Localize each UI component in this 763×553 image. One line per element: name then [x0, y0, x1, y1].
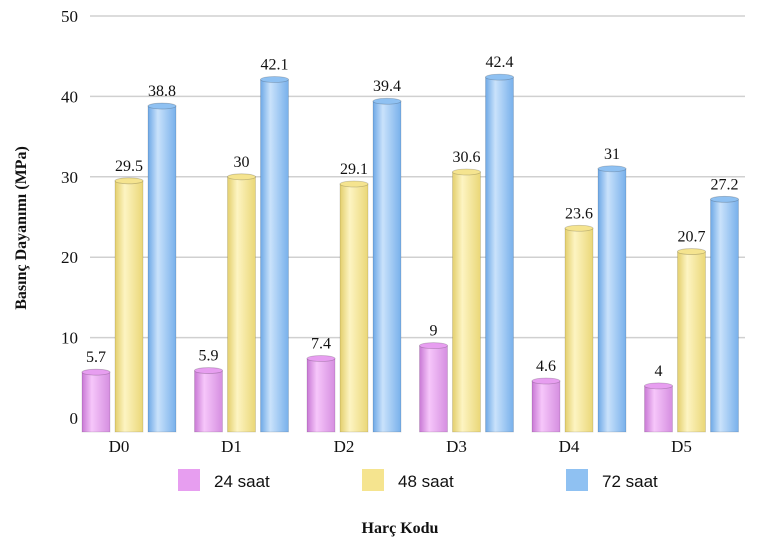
bar-d3-48-saat — [452, 168, 481, 433]
bar-d2-48-saat — [339, 180, 369, 433]
legend-swatch — [178, 469, 200, 491]
bar-d1-72-saat — [260, 76, 289, 433]
legend-swatch — [566, 469, 588, 491]
y-tick-label: 50 — [61, 7, 78, 26]
data-label: 4 — [655, 363, 663, 380]
data-label: 5.7 — [86, 349, 106, 366]
data-label: 29.1 — [340, 161, 368, 178]
y-tick-label: 10 — [61, 329, 78, 348]
legend-label: 72 saat — [602, 472, 658, 491]
data-label: 9 — [430, 323, 438, 340]
data-label: 42.1 — [261, 57, 289, 74]
bar-d5-24-saat — [644, 382, 673, 433]
bar-d4-48-saat — [564, 224, 594, 433]
bar-d0-72-saat — [147, 102, 177, 433]
y-tick-label: 20 — [61, 248, 78, 267]
bar-d2-72-saat — [372, 97, 402, 433]
y-axis-ticks: 0 10 20 30 40 50 — [61, 7, 78, 428]
data-label: 20.7 — [678, 229, 706, 246]
bar-d5-72-saat — [710, 195, 739, 433]
x-tick-label: D1 — [221, 437, 242, 456]
bar-d0-24-saat — [81, 368, 111, 433]
data-label: 23.6 — [565, 205, 593, 222]
data-label: 42.4 — [486, 54, 514, 71]
y-tick-label: 0 — [70, 409, 79, 428]
data-label: 30.6 — [453, 149, 481, 166]
legend-item-48-saat: 48 saat — [362, 469, 454, 491]
bar-d4-24-saat — [531, 377, 561, 433]
x-axis-ticks: D0 D1 D2 D3 D4 D5 — [109, 437, 692, 456]
x-tick-label: D3 — [446, 437, 467, 456]
x-tick-label: D4 — [559, 437, 580, 456]
data-label: 5.9 — [199, 348, 219, 365]
legend-item-72-saat: 72 saat — [566, 469, 658, 491]
bar-d3-24-saat — [419, 342, 448, 433]
data-label: 27.2 — [711, 176, 739, 193]
data-label: 30 — [234, 154, 250, 171]
legend-label: 48 saat — [398, 472, 454, 491]
legend-swatch — [362, 469, 384, 491]
bar-d1-48-saat — [227, 173, 256, 433]
data-label: 7.4 — [311, 336, 331, 353]
bar-d5-48-saat — [677, 248, 706, 433]
data-label: 31 — [604, 146, 620, 163]
data-label: 38.8 — [148, 83, 176, 100]
x-tick-label: D0 — [109, 437, 130, 456]
bar-d2-24-saat — [306, 355, 336, 433]
data-labels: 5.7 29.5 38.8 5.9 30 42.1 7.4 29.1 39.4 9 30.6 42.4… — [86, 54, 739, 380]
x-axis-title: Harç Kodu — [362, 520, 439, 537]
legend: 24 saat 48 saat 72 saat — [178, 469, 658, 491]
legend-item-24-saat: 24 saat — [178, 469, 270, 491]
bar-d0-48-saat — [114, 177, 144, 433]
data-label: 29.5 — [115, 158, 143, 175]
x-tick-label: D5 — [671, 437, 692, 456]
legend-label: 24 saat — [214, 472, 270, 491]
y-tick-label: 30 — [61, 168, 78, 187]
y-tick-label: 40 — [61, 87, 78, 106]
bar-d1-24-saat — [194, 367, 223, 433]
bar-d3-72-saat — [485, 73, 514, 433]
x-tick-label: D2 — [334, 437, 355, 456]
data-label: 39.4 — [373, 78, 401, 95]
bars — [81, 73, 739, 433]
bar-d4-72-saat — [597, 165, 627, 433]
y-axis-title: Basınç Dayanımı (MPa) — [13, 146, 30, 310]
gridlines — [90, 15, 745, 339]
data-label: 4.6 — [536, 358, 556, 375]
